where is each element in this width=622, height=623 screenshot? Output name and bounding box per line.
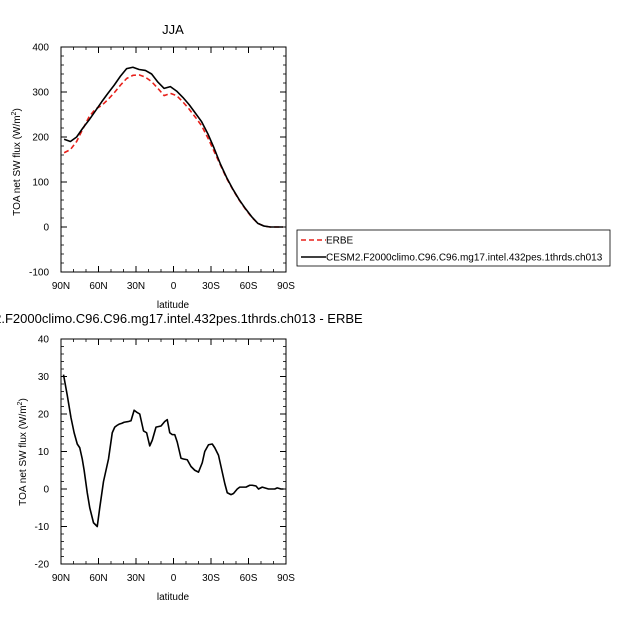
bottom-y-tick-label: -20 xyxy=(35,560,50,571)
top-y-axis-label-sup: 2 xyxy=(11,111,18,115)
top-y-tick-label: 100 xyxy=(32,178,49,189)
bottom-y-tick-label: 0 xyxy=(43,485,49,496)
bottom-x-tick-label: 90N xyxy=(52,573,70,584)
bottom-y-tick-label: 20 xyxy=(38,410,50,421)
top-y-tick-label: 400 xyxy=(32,43,49,54)
top-y-axis-label-main: TOA net SW flux (W/m xyxy=(12,115,23,215)
bottom-y-tick-label: 40 xyxy=(38,335,50,346)
bottom-x-tick-label: 30S xyxy=(202,573,220,584)
top-x-tick-label: 60N xyxy=(89,281,107,292)
bottom-y-tick-label: -10 xyxy=(35,522,50,533)
bottom-series-line-0 xyxy=(62,374,284,528)
bottom-x-tick-label: 60S xyxy=(240,573,258,584)
bottom-y-tick-label: 30 xyxy=(38,372,50,383)
bottom-x-tick-label: 0 xyxy=(171,573,177,584)
top-y-axis-label-tail: ) xyxy=(12,108,23,111)
bottom-chart-title: M2.F2000climo.C96.C96.mg17.intel.432pes.… xyxy=(0,311,363,326)
bottom-x-tick-label: 30N xyxy=(127,573,145,584)
legend-erbe-label: ERBE xyxy=(326,236,354,247)
bottom-panel: M2.F2000climo.C96.C96.mg17.intel.432pes.… xyxy=(0,311,363,603)
top-x-tick-label: 60S xyxy=(240,281,258,292)
legend-cesm2-label: CESM2.F2000climo.C96.C96.mg17.intel.432p… xyxy=(326,253,603,264)
top-panel: JJA 90N 60N 30N 0 30S 60S 90S -100 0 100 200 300 400… xyxy=(11,22,611,311)
bottom-y-tick-label: 10 xyxy=(38,447,50,458)
bottom-y-axis-label-tail: ) xyxy=(18,398,29,401)
top-x-tick-label: 90N xyxy=(52,281,70,292)
bottom-y-axis-label-sup: 2 xyxy=(17,401,24,405)
top-x-tick-label: 30N xyxy=(127,281,145,292)
top-y-tick-label: -100 xyxy=(29,268,49,279)
top-y-axis-label: TOA net SW flux (W/m2) xyxy=(11,108,23,216)
top-y-tick-label: 0 xyxy=(43,223,49,234)
top-x-tick-label: 90S xyxy=(277,281,295,292)
top-chart-title: JJA xyxy=(162,22,184,37)
bottom-y-axis-label-main: TOA net SW flux (W/m xyxy=(18,405,29,505)
bottom-y-axis-label: TOA net SW flux (W/m2) xyxy=(17,398,29,506)
top-x-tick-label: 0 xyxy=(171,281,177,292)
top-y-tick-label: 300 xyxy=(32,88,49,99)
bottom-x-axis-label: latitude xyxy=(157,592,190,603)
top-legend: ERBE CESM2.F2000climo.C96.C96.mg17.intel… xyxy=(296,229,611,267)
legend-frame xyxy=(296,229,611,267)
top-series-line-1 xyxy=(63,66,283,228)
top-x-tick-label: 30S xyxy=(202,281,220,292)
top-series-line-0 xyxy=(63,74,283,228)
top-x-axis-label: latitude xyxy=(157,300,190,311)
bottom-x-tick-label: 90S xyxy=(277,573,295,584)
bottom-plot-frame xyxy=(60,338,287,565)
bottom-x-tick-label: 60N xyxy=(89,573,107,584)
top-y-tick-label: 200 xyxy=(32,133,49,144)
top-plot-frame xyxy=(60,46,287,273)
